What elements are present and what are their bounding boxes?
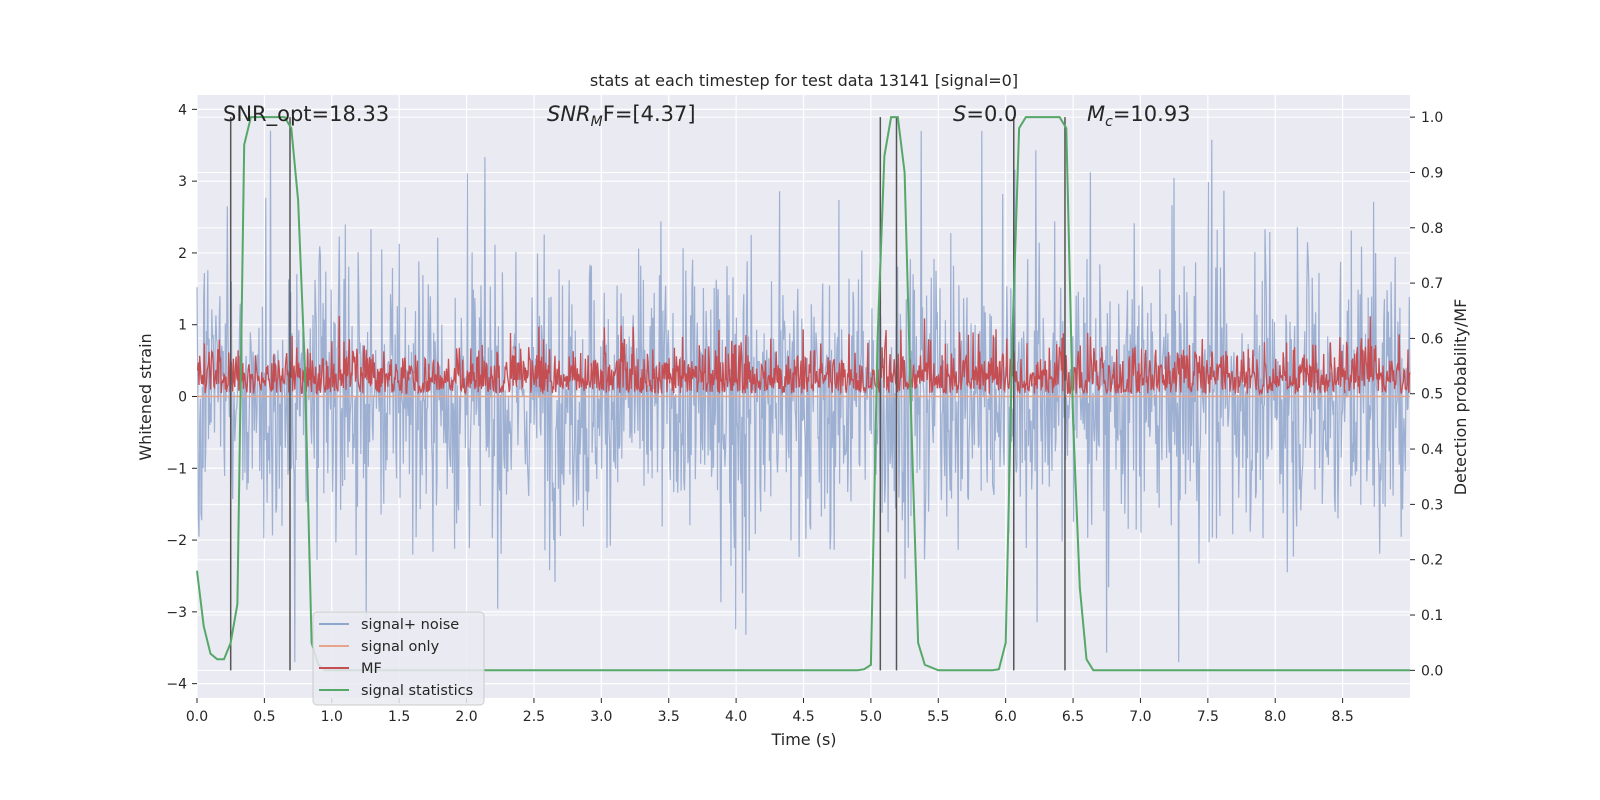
x-tick-label: 2.0 <box>455 709 477 725</box>
y2-tick-label: 0.2 <box>1421 553 1443 569</box>
x-tick-label: 7.0 <box>1129 709 1151 725</box>
legend-label-noise: signal+ noise <box>361 617 459 633</box>
x-tick-label: 8.5 <box>1331 709 1353 725</box>
y-tick-label: 3 <box>178 174 187 190</box>
x-tick-label: 3.0 <box>590 709 612 725</box>
s-rest: =0.0 <box>966 102 1017 126</box>
y-tick-label: −3 <box>166 605 187 621</box>
y-tick-label: −4 <box>166 677 187 693</box>
annotation-s: S=0.0 <box>953 102 1017 126</box>
mf-series <box>196 315 1411 396</box>
x-tick-label: 3.5 <box>658 709 680 725</box>
y2-tick-label: 0.5 <box>1421 387 1443 403</box>
mc-main: M <box>1087 102 1105 126</box>
legend: signal+ noise signal only MF signal stat… <box>312 611 485 706</box>
x-tick-label: 2.5 <box>523 709 545 725</box>
y2-tick-label: 0.3 <box>1421 497 1443 513</box>
y2-tick-label: 0.9 <box>1421 165 1443 181</box>
y2-tick-label: 1.0 <box>1421 110 1443 126</box>
y2-tick-label: 0.6 <box>1421 331 1443 347</box>
legend-label-stat: signal statistics <box>361 683 473 699</box>
y2-tick-label: 0.8 <box>1421 221 1443 237</box>
legend-label-signal: signal only <box>361 639 440 655</box>
mc-rest: =10.93 <box>1113 102 1191 126</box>
vertical-markers <box>229 117 1066 671</box>
y2-axis-ticks: 1.0 0.9 0.8 0.7 0.6 0.5 0.4 0.3 0.2 0.1 0.0 <box>1410 110 1443 679</box>
signal-noise-line <box>196 130 1411 663</box>
snr-mf-sub: M <box>591 114 603 130</box>
mf-line <box>196 315 1411 396</box>
y-axis-label: Whitened strain <box>136 333 155 460</box>
x-axis-label: Time (s) <box>770 730 836 749</box>
y-tick-label: −1 <box>166 461 187 477</box>
x-tick-label: 5.5 <box>927 709 949 725</box>
x-tick-label: 1.5 <box>388 709 410 725</box>
y2-axis-label: Detection probability/MF <box>1451 299 1470 496</box>
signal-statistics-series <box>196 116 1410 672</box>
s-main: S <box>953 102 966 126</box>
y-tick-label: 1 <box>178 318 187 334</box>
annotation-mc: Mc=10.93 <box>1087 102 1191 130</box>
snr-mf-main: SNR <box>547 102 591 126</box>
snr-mf-rest: F=[4.37] <box>603 102 696 126</box>
x-tick-label: 1.0 <box>321 709 343 725</box>
x-tick-label: 5.0 <box>860 709 882 725</box>
x-tick-label: 4.0 <box>725 709 747 725</box>
y-tick-label: 4 <box>178 102 187 118</box>
chart-title: stats at each timestep for test data 131… <box>590 71 1018 90</box>
x-tick-label: 7.5 <box>1197 709 1219 725</box>
x-tick-label: 6.0 <box>995 709 1017 725</box>
y2-tick-label: 0.0 <box>1421 663 1443 679</box>
y-axis-ticks: 4 3 2 1 0 −1 −2 −3 −4 <box>166 102 197 693</box>
x-tick-label: 8.0 <box>1264 709 1286 725</box>
y-tick-label: −2 <box>166 533 187 549</box>
signal-noise-series <box>196 130 1411 663</box>
y2-tick-label: 0.7 <box>1421 276 1443 292</box>
y2-tick-label: 0.1 <box>1421 608 1443 624</box>
x-tick-label: 6.5 <box>1062 709 1084 725</box>
x-tick-label: 0.0 <box>186 709 208 725</box>
mc-sub: c <box>1105 114 1113 130</box>
annotation-snr-opt: SNR_opt=18.33 <box>223 102 389 127</box>
x-axis-ticks: 0.0 0.5 1.0 1.5 2.0 2.5 3.0 3.5 4.0 4.5 5.0 5.5 6.0 6… <box>186 698 1354 725</box>
signal-statistics-line <box>196 116 1410 672</box>
annotation-snr-mf: SNRMF=[4.37] <box>547 102 696 130</box>
x-tick-label: 4.5 <box>792 709 814 725</box>
y-tick-label: 0 <box>178 390 187 406</box>
y-tick-label: 2 <box>178 246 187 262</box>
legend-label-mf: MF <box>361 661 382 677</box>
y2-tick-label: 0.4 <box>1421 442 1443 458</box>
legend-box <box>312 611 485 706</box>
x-tick-label: 0.5 <box>253 709 275 725</box>
